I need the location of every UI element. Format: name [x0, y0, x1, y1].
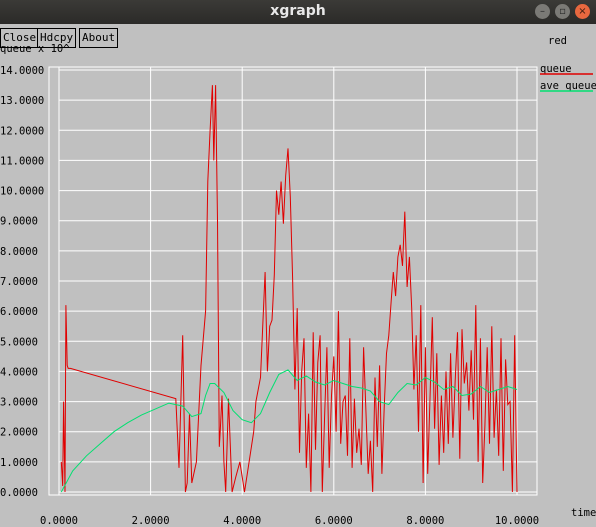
window-title: xgraph: [270, 3, 326, 19]
y-tick-label: 12.0000: [0, 125, 44, 137]
series-line-queue: [60, 85, 518, 493]
y-tick-label: 4.0000: [0, 366, 38, 378]
plot-title: red: [548, 35, 567, 47]
x-tick-label: 2.0000: [132, 515, 170, 527]
y-tick-label: 0.0000: [0, 487, 38, 499]
y-tick-label: 14.0000: [0, 65, 44, 77]
x-tick-label: 8.0000: [406, 515, 444, 527]
legend-label-ave-queue: ave_queue: [540, 80, 596, 92]
window-titlebar: xgraph – ▫ ×: [0, 0, 596, 24]
minimize-icon[interactable]: –: [535, 4, 550, 19]
x-axis-label: time: [571, 507, 596, 519]
y-tick-label: 7.0000: [0, 276, 38, 288]
y-tick-label: 10.0000: [0, 186, 44, 198]
legend-label-queue: queue: [540, 63, 572, 75]
y-tick-label: 1.0000: [0, 457, 38, 469]
close-window-icon[interactable]: ×: [575, 4, 590, 19]
y-tick-label: 5.0000: [0, 336, 38, 348]
y-tick-label: 6.0000: [0, 306, 38, 318]
x-tick-label: 4.0000: [223, 515, 261, 527]
series-line-ave-queue: [60, 369, 518, 493]
y-axis-label: queue x 10^: [0, 43, 70, 55]
y-tick-label: 8.0000: [0, 246, 38, 258]
hdcpy-button[interactable]: Hdcpy: [37, 28, 77, 48]
x-tick-label: 6.0000: [315, 515, 353, 527]
y-tick-label: 3.0000: [0, 397, 38, 409]
y-tick-label: 11.0000: [0, 155, 44, 167]
y-tick-label: 9.0000: [0, 216, 38, 228]
y-tick-label: 2.0000: [0, 427, 38, 439]
about-button[interactable]: About: [79, 28, 119, 48]
x-tick-label: 10.0000: [495, 515, 539, 527]
x-tick-label: 0.0000: [40, 515, 78, 527]
grid-lines: [58, 67, 537, 495]
maximize-icon[interactable]: ▫: [555, 4, 570, 19]
y-tick-label: 13.0000: [0, 95, 44, 107]
